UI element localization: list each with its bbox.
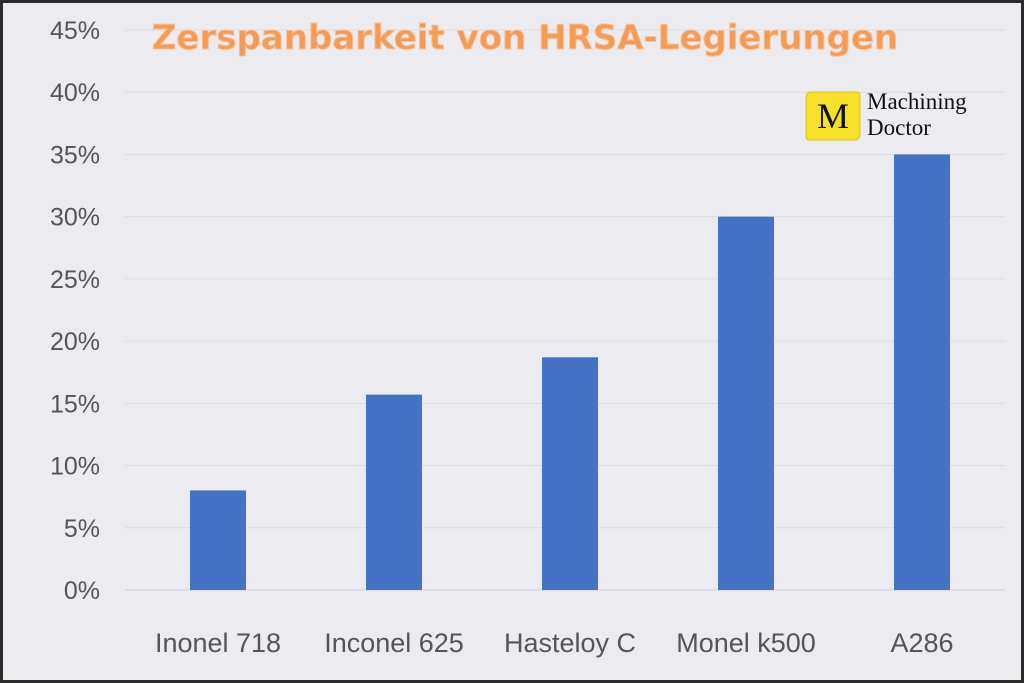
x-category-label: Inonel 718 [155, 628, 281, 658]
x-category-label: Inconel 625 [324, 628, 464, 658]
logo-line-2: Doctor [867, 115, 967, 141]
y-tick-label: 35% [50, 141, 100, 169]
bar [542, 357, 598, 590]
y-axis-ticks: 0% 5% 10% 15% 20% 25% 30% 35% 40% 45% [50, 17, 100, 605]
bars [190, 154, 950, 590]
y-tick-label: 10% [50, 453, 100, 481]
chart-title: Zerspanbarkeit von HRSA-Legierungen [152, 18, 898, 58]
bar [190, 490, 246, 590]
y-tick-label: 20% [50, 328, 100, 356]
bar [366, 395, 422, 590]
x-category-label: Monel k500 [676, 628, 816, 658]
logo-letter: M [817, 96, 849, 136]
y-tick-label: 0% [64, 577, 100, 605]
logo-line-1: Machining [867, 89, 967, 115]
y-tick-label: 40% [50, 79, 100, 107]
logo-wordmark: Machining Doctor [867, 89, 967, 141]
x-axis-categories: Inonel 718 Inconel 625 Hasteloy C Monel k50… [155, 628, 954, 658]
bar [894, 154, 950, 590]
y-tick-label: 15% [50, 390, 100, 418]
y-tick-label: 30% [50, 204, 100, 232]
x-category-label: Hasteloy C [504, 628, 636, 658]
x-category-label: A286 [890, 628, 953, 658]
y-tick-label: 25% [50, 266, 100, 294]
logo-badge: M [804, 90, 862, 142]
y-tick-label: 45% [50, 17, 100, 45]
bar [718, 217, 774, 590]
y-tick-label: 5% [64, 515, 100, 543]
